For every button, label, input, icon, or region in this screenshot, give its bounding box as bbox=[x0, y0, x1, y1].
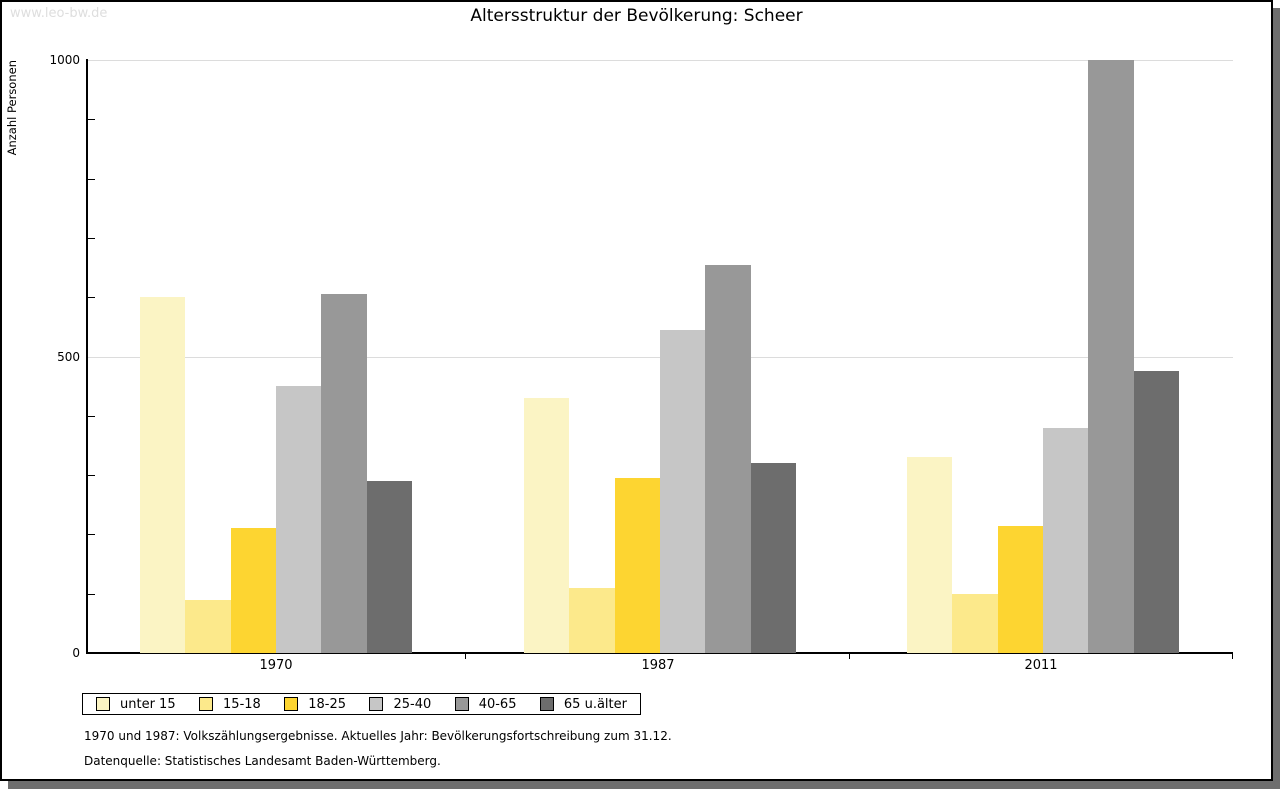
legend-entry-18-25: 18-25 bbox=[284, 697, 346, 712]
y-axis-line bbox=[86, 59, 88, 653]
bar-1987-15-18 bbox=[569, 587, 615, 653]
bar-1970-15-18 bbox=[185, 599, 231, 653]
legend-swatch-icon bbox=[284, 697, 299, 711]
y-tick-minor-100 bbox=[88, 593, 95, 595]
legend-swatch-icon bbox=[369, 697, 384, 711]
legend-label: 18-25 bbox=[308, 696, 347, 712]
x-category-label-1970: 1970 bbox=[259, 658, 293, 673]
y-tick-minor-600 bbox=[88, 297, 95, 299]
bar-2011-65-u-lter bbox=[1133, 371, 1179, 653]
legend-box: unter 15 15-18 18-25 25-40 40-65 65 u.älter bbox=[82, 693, 641, 715]
bar-1970-40-65 bbox=[321, 294, 367, 653]
y-tick-label-500: 500 bbox=[57, 349, 80, 364]
legend-label: unter 15 bbox=[120, 696, 176, 712]
footnote-source-note: 1970 und 1987: Volkszählungsergebnisse. … bbox=[84, 729, 672, 743]
legend-swatch-icon bbox=[199, 697, 214, 711]
y-tick-minor-800 bbox=[88, 178, 95, 180]
y-tick-minor-300 bbox=[88, 475, 95, 477]
x-axis-line bbox=[86, 652, 1233, 654]
x-category-label-1987: 1987 bbox=[641, 658, 675, 673]
legend-entry-unter-15: unter 15 bbox=[96, 697, 176, 712]
x-tick-2 bbox=[1232, 652, 1233, 659]
plot-area: 0 500 1000 1970 1987 2011 bbox=[2, 2, 1271, 779]
y-tick-minor-200 bbox=[88, 534, 95, 536]
x-tick-1 bbox=[849, 652, 850, 659]
legend-entry-40-65: 40-65 bbox=[454, 696, 517, 712]
legend-label: 25-40 bbox=[393, 696, 432, 712]
y-tick-label-1000: 1000 bbox=[49, 53, 80, 67]
bar-1970-25-40 bbox=[275, 386, 322, 653]
x-tick-0 bbox=[465, 652, 466, 659]
bar-2011-25-40 bbox=[1042, 427, 1089, 653]
bar-1970-18-25 bbox=[230, 528, 276, 653]
legend-swatch-icon bbox=[454, 697, 469, 711]
y-tick-minor-400 bbox=[88, 415, 95, 417]
y-tick-label-0: 0 bbox=[72, 646, 80, 660]
footnote-data-source: Datenquelle: Statistisches Landesamt Bad… bbox=[84, 754, 441, 768]
chart-title: Altersstruktur der Bevölkerung: Scheer bbox=[470, 6, 803, 26]
bar-2011-40-65 bbox=[1088, 60, 1134, 653]
bar-2011-unter-15 bbox=[907, 457, 953, 653]
y-tick-minor-700 bbox=[88, 237, 95, 239]
legend-entry-15-18: 15-18 bbox=[199, 697, 261, 712]
x-category-label-2011: 2011 bbox=[1024, 658, 1058, 673]
bar-1987-18-25 bbox=[614, 478, 660, 653]
bar-1987-unter-15 bbox=[524, 398, 570, 653]
legend-label: 65 u.älter bbox=[563, 696, 627, 712]
bar-1987-25-40 bbox=[659, 329, 706, 653]
bar-2011-18-25 bbox=[997, 525, 1043, 653]
watermark: www.leo-bw.de bbox=[10, 6, 108, 21]
y-tick-minor-900 bbox=[88, 119, 95, 121]
legend-swatch-icon bbox=[539, 697, 554, 711]
bar-1987-65-u-lter bbox=[750, 463, 796, 653]
bar-1970-unter-15 bbox=[140, 297, 186, 653]
legend-entry-25-40: 25-40 bbox=[369, 697, 431, 712]
bar-1987-40-65 bbox=[705, 264, 751, 653]
gridline-1000 bbox=[88, 60, 1233, 61]
legend-swatch-icon bbox=[96, 697, 110, 711]
legend-label: 15-18 bbox=[223, 696, 261, 712]
bar-1970-65-u-lter bbox=[366, 481, 412, 653]
legend-label: 40-65 bbox=[478, 696, 517, 712]
legend-entry-65-u-lter: 65 u.älter bbox=[539, 696, 627, 712]
bar-2011-15-18 bbox=[952, 593, 998, 653]
